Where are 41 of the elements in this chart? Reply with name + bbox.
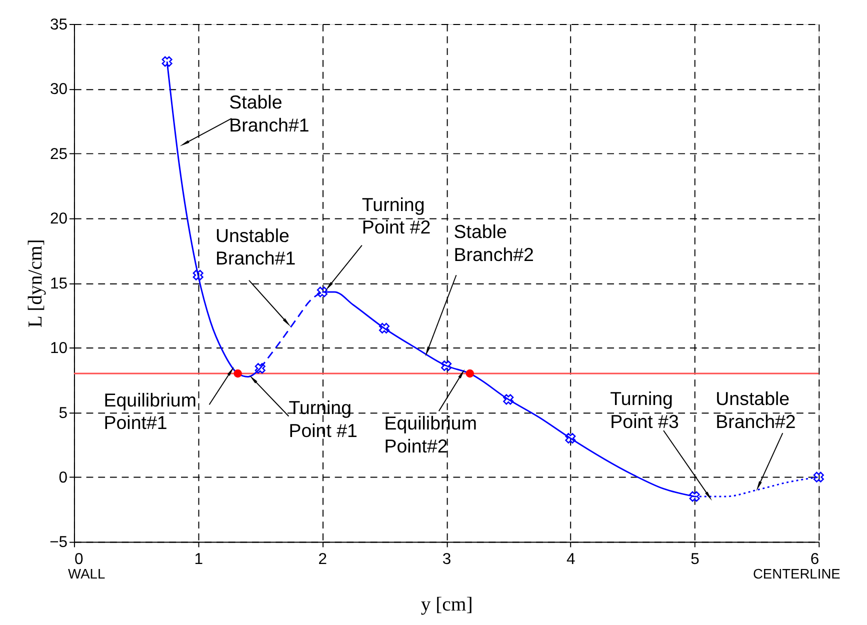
point xyxy=(162,56,172,67)
x-tick-label: 0 xyxy=(74,551,84,568)
x-tick-label: 3 xyxy=(442,551,452,568)
point xyxy=(503,394,514,405)
point xyxy=(466,369,474,378)
y-tick-label: −5 xyxy=(50,534,68,552)
point xyxy=(316,286,328,298)
x-tick-label: 4 xyxy=(566,551,576,568)
y-axis-title: L [dyn/cm] xyxy=(24,239,47,328)
y-tick-label: 20 xyxy=(50,210,68,228)
x-tick-label: 2 xyxy=(318,551,328,568)
y-tick-label: 0 xyxy=(58,470,68,487)
point xyxy=(689,491,700,502)
y-tick-label: 25 xyxy=(50,146,68,163)
point xyxy=(234,369,242,378)
x-axis-title: y [cm] xyxy=(420,593,473,616)
annotation: Equilibrium Point#2 xyxy=(384,412,477,456)
annotation: Stable Branch#1 xyxy=(229,92,310,136)
y-tick-label: 35 xyxy=(50,16,68,34)
y-tick-label: 30 xyxy=(50,81,68,98)
annotation: Equilibrium Point#1 xyxy=(104,389,196,434)
point xyxy=(813,472,824,482)
annotation: Stable Branch#2 xyxy=(454,221,534,265)
text: CENTERLINE xyxy=(752,566,840,582)
point xyxy=(192,270,204,280)
annotation: Unstable Branch#1 xyxy=(215,225,296,269)
annotation: Turning Point #2 xyxy=(362,194,431,238)
text: WALL xyxy=(68,566,106,582)
x-tick-label: 6 xyxy=(810,551,820,568)
point xyxy=(254,363,266,374)
annotation: Unstable Branch#2 xyxy=(716,388,796,432)
point xyxy=(378,322,390,334)
annotation: Turning Point #3 xyxy=(610,388,679,432)
x-tick-label: 5 xyxy=(690,551,700,568)
x-tick-label: 1 xyxy=(194,551,203,568)
point xyxy=(565,432,576,444)
point xyxy=(441,360,452,372)
y-tick-label: 15 xyxy=(50,275,68,292)
annotation: Turning Point #1 xyxy=(288,397,358,441)
y-tick-label: 5 xyxy=(58,404,68,422)
y-tick-label: 10 xyxy=(50,340,68,358)
